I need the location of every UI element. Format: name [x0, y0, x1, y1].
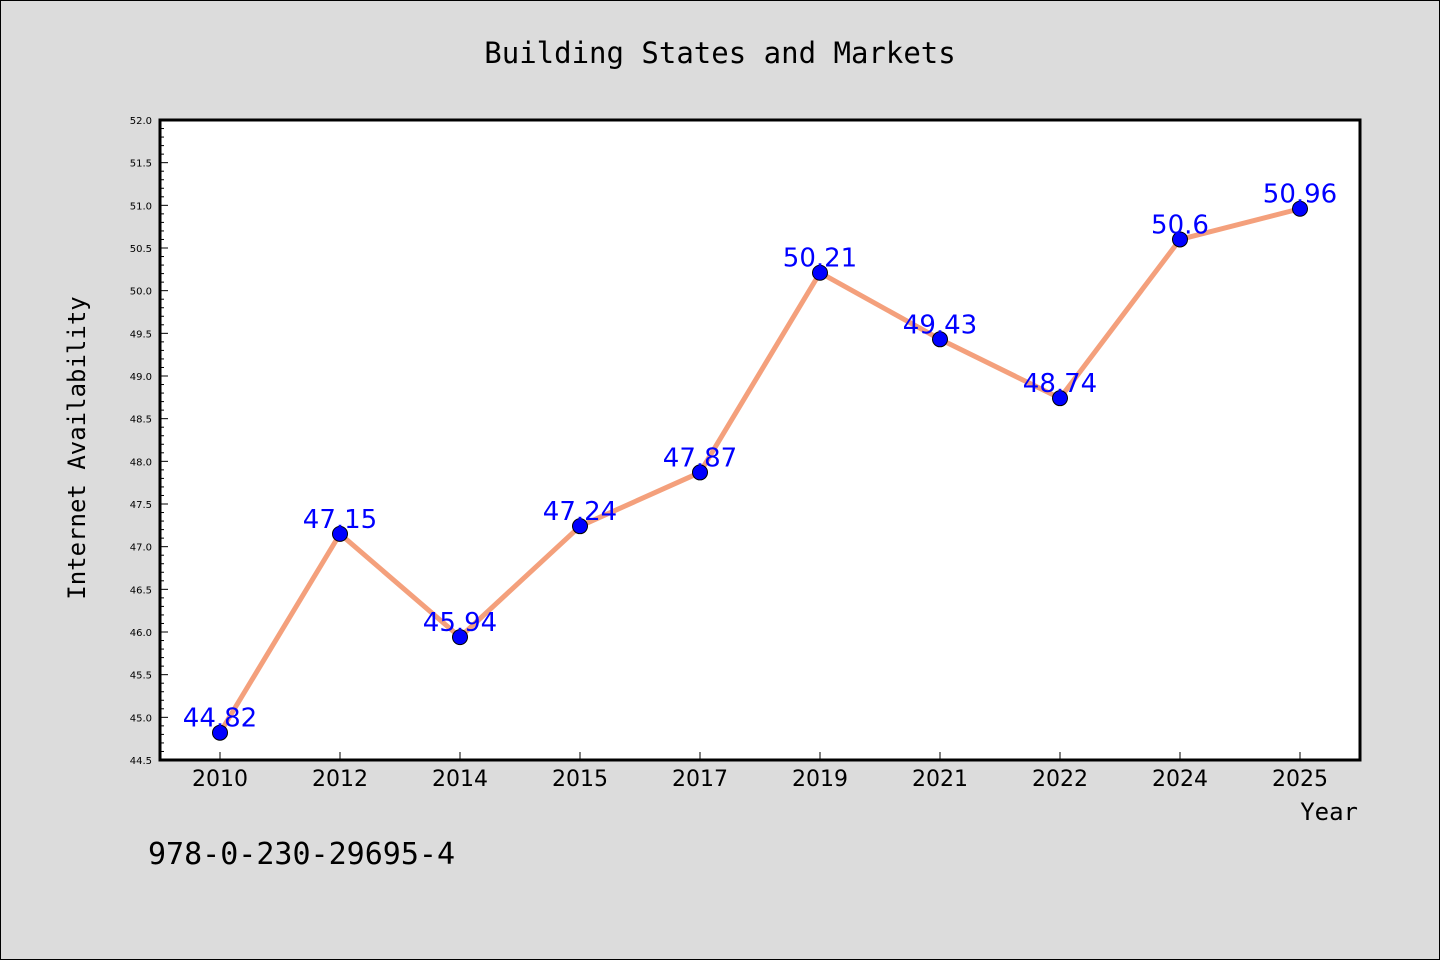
- y-tick-label: 47.0: [130, 543, 152, 554]
- y-tick-label: 51.0: [130, 201, 152, 212]
- series-line: [217, 206, 1303, 736]
- data-point: [932, 331, 948, 348]
- y-tick-label: 46.0: [130, 628, 152, 639]
- data-series: 44.82 47.15 45.94 47.24 47.87 50.21 49.43 48.74…: [183, 180, 1337, 741]
- y-tick-label: 45.5: [130, 671, 152, 682]
- y-tick-label: 44.5: [130, 756, 152, 767]
- x-tick-label: 2022: [1032, 767, 1088, 792]
- data-point: [212, 724, 228, 741]
- x-tick-label: 2019: [792, 767, 848, 792]
- data-label: 48.74: [1023, 369, 1097, 399]
- y-tick-label: 50.0: [130, 287, 152, 298]
- data-point: [692, 464, 708, 481]
- y-tick-label: 52.0: [130, 116, 152, 127]
- y-tick-label: 49.5: [130, 329, 152, 340]
- x-tick-label: 2021: [912, 767, 968, 792]
- x-tick-label: 2012: [312, 767, 368, 792]
- x-tick-label: 2015: [552, 767, 608, 792]
- y-tick-label: 48.5: [130, 415, 152, 426]
- data-point: [1172, 231, 1188, 248]
- data-point: [452, 629, 468, 646]
- chart-title: Building States and Markets: [484, 36, 955, 70]
- x-tick-label: 2025: [1272, 767, 1328, 792]
- x-axis-label: Year: [1300, 798, 1358, 826]
- data-label: 44.82: [183, 704, 257, 734]
- x-tick-label: 2014: [432, 767, 488, 792]
- y-tick-label: 45.0: [130, 713, 152, 724]
- data-label: 49.43: [903, 310, 977, 340]
- isbn-label: 978-0-230-29695-4: [148, 837, 455, 872]
- x-axis: 2010 2012 2014 2015 2017 2019 2021 2022 2024 2025: [192, 752, 1328, 792]
- data-label: 47.24: [543, 497, 617, 527]
- y-tick-label: 46.5: [130, 585, 152, 596]
- x-tick-label: 2017: [672, 767, 728, 792]
- data-point: [812, 264, 828, 281]
- data-point: [1052, 390, 1068, 407]
- y-tick-label: 48.0: [130, 457, 152, 468]
- data-point: [572, 518, 588, 535]
- y-axis-label: Internet Availability: [63, 296, 91, 599]
- y-tick-label: 47.5: [130, 500, 152, 511]
- x-tick-label: 2010: [192, 767, 248, 792]
- data-label: 47.87: [663, 443, 737, 473]
- y-tick-label: 50.5: [130, 244, 152, 255]
- plot-area: [160, 120, 1360, 760]
- data-label: 50.96: [1263, 180, 1337, 210]
- plot-border: [158, 118, 1362, 762]
- y-tick-label: 51.5: [130, 159, 152, 170]
- y-tick-label: 49.0: [130, 372, 152, 383]
- data-label: 50.21: [783, 244, 857, 274]
- data-point: [1292, 200, 1308, 217]
- data-label: 45.94: [423, 608, 497, 638]
- data-label: 47.15: [303, 505, 377, 535]
- data-point: [332, 525, 348, 542]
- x-tick-label: 2024: [1152, 767, 1208, 792]
- y-axis: 44.5 45.0 45.5 46.0 46.5 47.0 47.5 48.0 48.5 49.0…: [130, 116, 168, 767]
- data-label: 50.6: [1151, 210, 1209, 240]
